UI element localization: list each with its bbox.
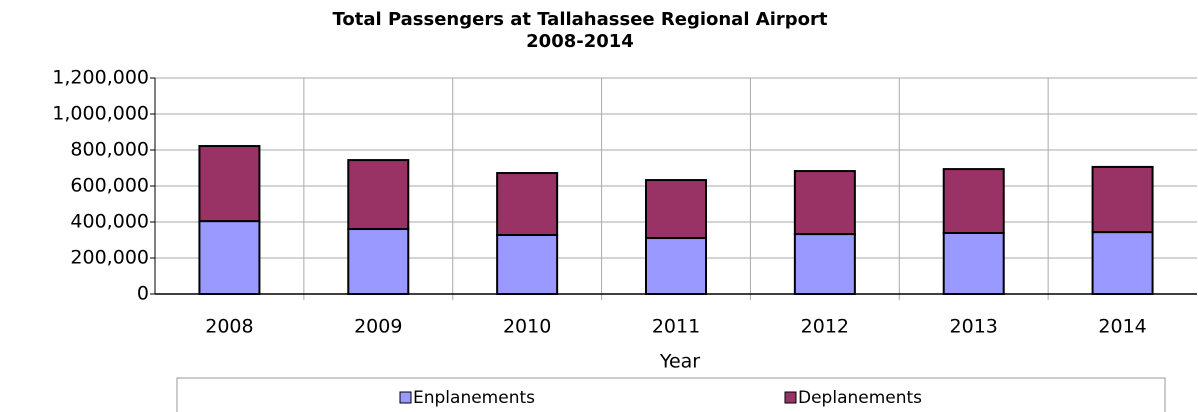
y-tick-label: 400,000: [70, 211, 149, 233]
bar-segment: [496, 233, 559, 296]
bar-segment: [347, 159, 410, 231]
bar-segment: [942, 168, 1005, 234]
x-tick-label: 2010: [503, 316, 551, 338]
bar-segment: [198, 220, 261, 296]
x-tick-label: 2008: [205, 316, 253, 338]
chart-subtitle: 2008-2014: [526, 31, 634, 52]
x-axis-title: Year: [659, 351, 700, 373]
x-tick-label: 2011: [652, 316, 700, 338]
y-tick-label: 0: [137, 283, 149, 305]
bar-segment: [496, 172, 559, 236]
legend-box: [176, 377, 1166, 412]
y-tick-label: 200,000: [70, 247, 149, 269]
y-tick-label: 1,200,000: [52, 67, 149, 89]
bar-segment: [942, 231, 1005, 295]
bar-segment: [347, 228, 410, 296]
legend-label: Deplanements: [798, 388, 922, 408]
bar-segment: [793, 233, 856, 295]
bar-segment: [1091, 231, 1154, 295]
x-tick-label: 2012: [801, 316, 849, 338]
y-tick-label: 1,000,000: [52, 103, 149, 125]
x-tick-label: 2014: [1098, 316, 1146, 338]
chart-title: Total Passengers at Tallahassee Regional…: [333, 9, 828, 30]
bar-segment: [1091, 165, 1154, 234]
x-tick-label: 2013: [950, 316, 998, 338]
x-tick-label: 2009: [354, 316, 402, 338]
y-tick-label: 600,000: [70, 175, 149, 197]
bar-segment: [645, 237, 707, 296]
bar-segment: [198, 145, 261, 223]
legend-swatch: [784, 391, 797, 404]
legend-label: Enplanements: [413, 388, 535, 408]
bar-segment: [793, 170, 856, 236]
y-tick-label: 800,000: [70, 139, 149, 161]
bar-segment: [645, 179, 707, 240]
legend-swatch: [399, 391, 412, 404]
